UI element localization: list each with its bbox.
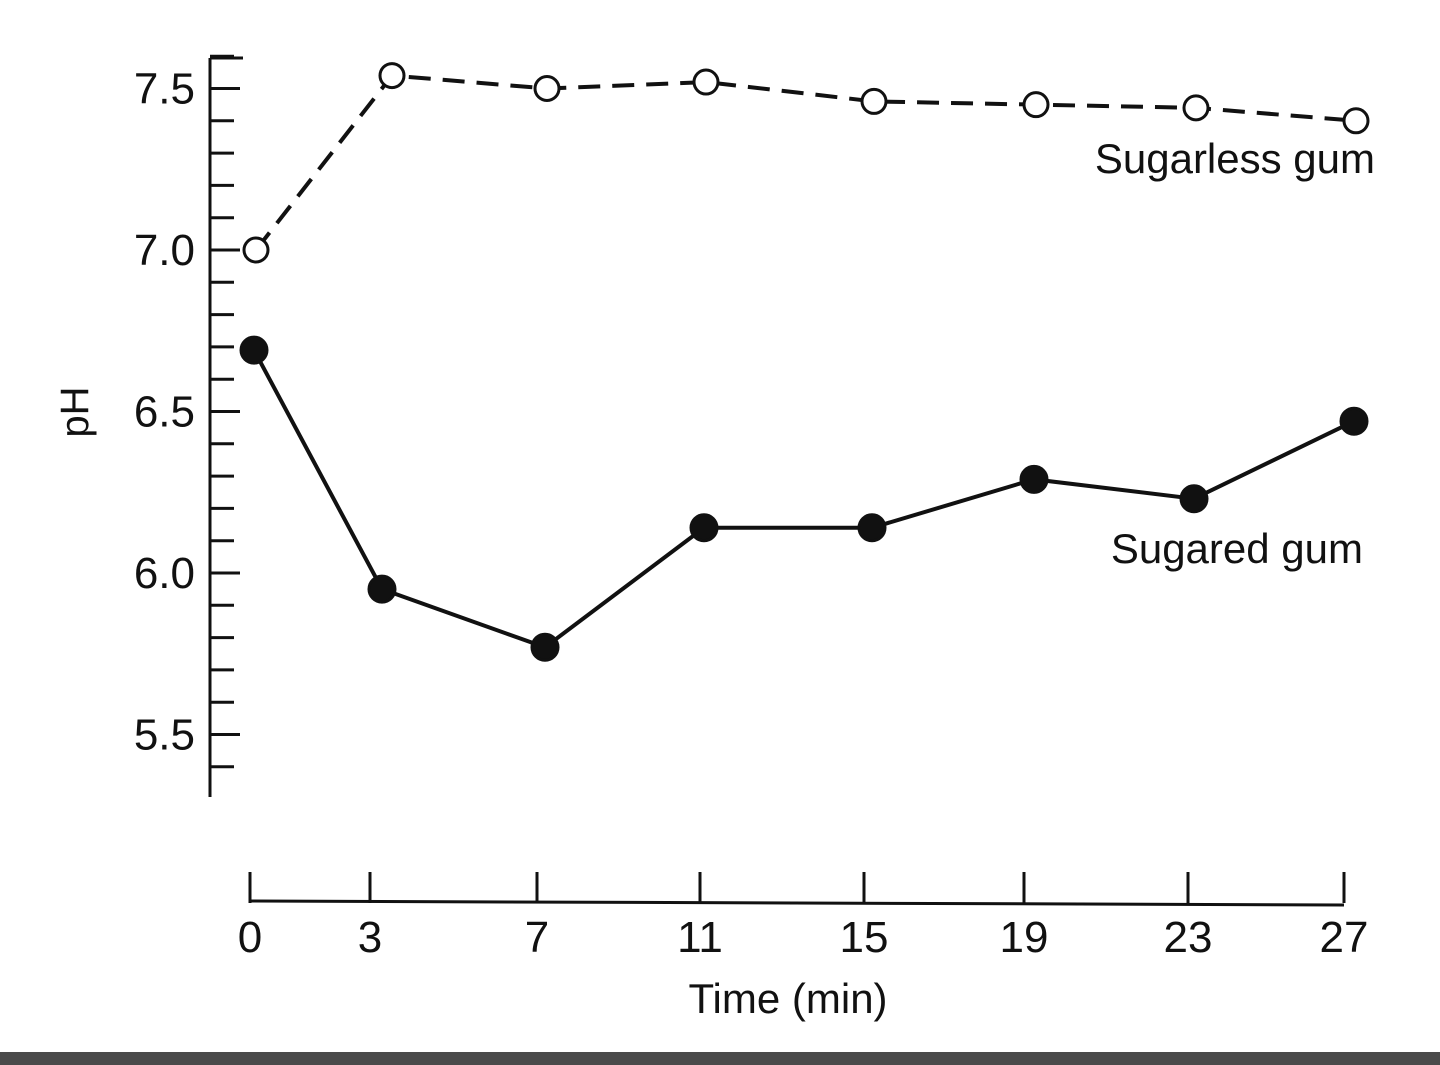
data-point-sugarless [692, 68, 720, 96]
series-label-sugarless: Sugarless gum [1095, 135, 1375, 182]
data-point-sugarless [533, 75, 561, 102]
x-tick-label: 23 [1164, 913, 1213, 962]
x-axis-label: Time (min) [688, 975, 887, 1022]
x-tick-label: 7 [525, 913, 549, 962]
x-tick-label: 27 [1320, 913, 1369, 962]
x-tick-label: 19 [1000, 913, 1049, 962]
data-point-sugarless [1182, 94, 1210, 122]
y-tick-label: 7.5 [134, 65, 195, 114]
y-axis-label: pH [53, 386, 97, 437]
x-tick-label: 3 [358, 913, 382, 962]
y-tick-label: 5.5 [134, 711, 195, 760]
x-tick-label: 15 [840, 913, 889, 962]
data-point-sugarless [378, 62, 406, 90]
data-point-sugarless [242, 236, 270, 264]
x-axis-line [249, 899, 1345, 907]
data-point-sugared [530, 632, 560, 662]
data-point-sugared [1339, 406, 1369, 436]
data-point-sugarless [1022, 91, 1050, 119]
data-point-sugared [689, 513, 719, 543]
data-point-sugarless [1342, 107, 1370, 135]
series-line-sugarless [254, 73, 1357, 252]
y-tick-label: 7.0 [134, 226, 195, 275]
y-axis: 5.5 6.0 6.5 7.0 7.5 [134, 54, 243, 797]
data-point-sugared [239, 335, 269, 365]
y-tick-label: 6.0 [134, 549, 195, 598]
data-point-sugarless [860, 87, 888, 115]
data-point-sugared [367, 574, 397, 604]
series-line-sugared [252, 349, 1355, 650]
x-axis: 0 3 7 11 15 19 23 27 [238, 872, 1369, 962]
bottom-bar [0, 1052, 1440, 1065]
series-group [239, 62, 1370, 662]
data-point-sugared [857, 513, 887, 543]
series-label-sugared: Sugared gum [1111, 525, 1363, 572]
x-tick-label: 0 [238, 913, 262, 962]
data-point-sugared [1179, 484, 1209, 514]
x-tick-label: 11 [677, 913, 723, 962]
data-point-sugared [1019, 464, 1049, 494]
y-tick-label: 6.5 [134, 388, 195, 437]
